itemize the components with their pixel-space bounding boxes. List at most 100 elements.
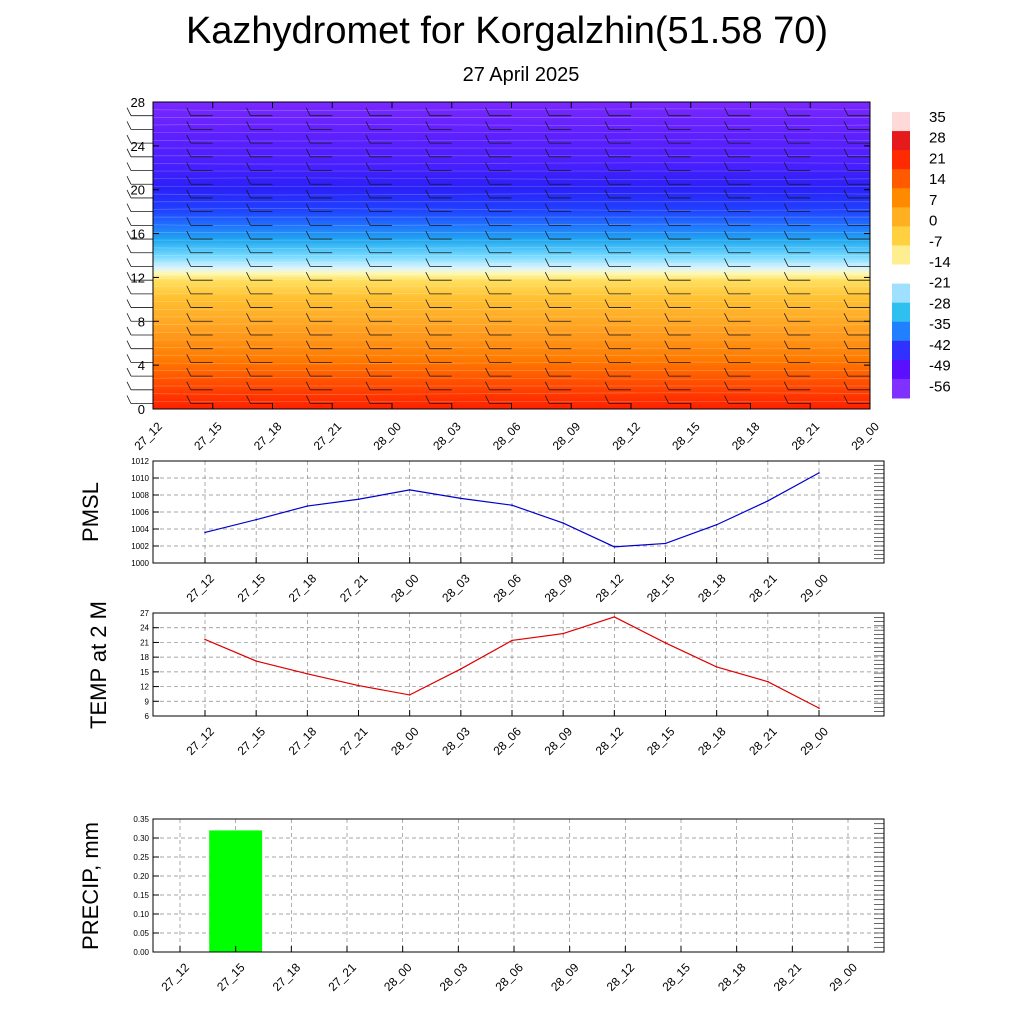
contour-line [152, 354, 871, 356]
series-point [306, 505, 309, 507]
series-point [715, 523, 718, 526]
wind-barb-flag [664, 313, 670, 322]
wind-barb-flag [664, 203, 670, 212]
wind-barb-flag [126, 217, 132, 226]
x-tick-label: 27_15 [235, 724, 269, 758]
y-tick-label: 15 [140, 668, 149, 677]
x-tick-label: 28_03 [437, 960, 471, 994]
y-tick-label: 12 [131, 270, 145, 285]
wind-barb-flag [604, 367, 610, 377]
wind-barb-flag [425, 367, 431, 377]
wind-barb-flag [246, 313, 251, 322]
x-tick-label: 29_00 [826, 960, 860, 994]
wind-barb-flag [485, 367, 490, 377]
wind-barb-flag [783, 354, 789, 363]
wind-barb-flag [604, 395, 610, 404]
x-tick-label: 28_00 [388, 724, 422, 758]
wind-barb-flag [126, 340, 132, 349]
wind-barb-flag [126, 107, 132, 116]
colorbar: 35 28 21 14 7 0 -7 -14 -21 -28 -35 -42 -49 -56 [892, 109, 951, 399]
wind-barb-flag [365, 258, 371, 267]
wind-barb-flag [365, 217, 371, 226]
wind-barb-flag [724, 395, 729, 404]
wind-barb-flag [544, 230, 550, 240]
x-tick-label: 27_21 [337, 724, 371, 758]
series-point [818, 472, 820, 474]
wind-barb-flag [783, 367, 789, 377]
series-point [357, 684, 360, 687]
colorbar-label: -21 [929, 275, 951, 292]
wind-barb-flag [126, 381, 132, 390]
wind-barb-flag [365, 148, 371, 158]
series-point [460, 668, 462, 670]
wind-barb-flag [843, 162, 849, 171]
wind-barb-flag [783, 326, 789, 336]
wind-barb-flag [246, 162, 251, 171]
y-tick-label: 0.30 [133, 834, 149, 843]
wind-barb-flag [365, 299, 371, 308]
wind-barb-flag [485, 299, 490, 308]
wind-barb-flag [724, 354, 729, 363]
wind-barb-flag [365, 326, 371, 336]
wind-barb-flag [246, 230, 251, 240]
wind-barb-flag [305, 230, 311, 240]
wind-barb-flag [724, 340, 729, 349]
contour-line [152, 262, 871, 265]
wind-barb-flag [365, 367, 371, 377]
wind-barb-flag [724, 134, 729, 144]
colorbar-label: -42 [929, 337, 951, 354]
wind-barb-flag [425, 395, 431, 404]
wind-barb-flag [664, 326, 670, 336]
wind-barb-flag [246, 271, 251, 281]
colorbar-segment [892, 302, 910, 323]
wind-barb-flag [783, 203, 789, 212]
wind-barb-flag [664, 299, 670, 308]
x-tick-label: 27_12 [158, 960, 192, 994]
y-tick-label: 16 [131, 227, 145, 242]
wind-barb-flag [305, 367, 311, 377]
wind-barb-flag [365, 203, 371, 212]
wind-barb-flag [425, 162, 431, 171]
colorbar-label: -14 [929, 254, 951, 271]
wind-barb-flag [664, 244, 670, 253]
wind-barb-flag [246, 134, 251, 144]
contour-line [152, 123, 871, 127]
wind-barb-flag [186, 189, 192, 199]
contour-line [152, 400, 871, 402]
wind-barb-flag [604, 121, 610, 130]
wind-barb-flag [485, 395, 490, 404]
wind-barb-flag [305, 189, 311, 199]
wind-barb-flag [604, 148, 610, 158]
x-tick-label: 27_18 [286, 724, 320, 758]
contour-line [152, 292, 871, 296]
wind-barb-flag [365, 395, 371, 404]
wind-barb-flag [485, 340, 490, 349]
wind-barb-flag [126, 326, 132, 336]
colorbar-segment [892, 321, 910, 342]
wind-barb-flag [186, 313, 192, 322]
wind-barb-flag [485, 162, 490, 171]
wind-barb-flag [783, 395, 789, 404]
y-tick-label: 27 [140, 609, 149, 618]
x-tick-label: 27_15 [214, 960, 248, 994]
precip-bar [209, 830, 263, 952]
wind-barb-flag [664, 121, 670, 130]
y-tick-label: 1010 [131, 474, 149, 483]
y-axis-label: TEMP at 2 M [86, 601, 111, 729]
wind-barb-flag [724, 367, 729, 377]
wind-barb-flag [544, 162, 550, 171]
wind-barb-flag [843, 134, 849, 144]
y-axis-label: PRECIP, mm [78, 822, 103, 950]
wind-barb-flag [186, 107, 192, 116]
wind-barb-flag [843, 326, 849, 336]
wind-barb-flag [246, 217, 251, 226]
x-tick-label: 28_18 [715, 960, 749, 994]
series-point [664, 542, 667, 545]
colorbar-segment [892, 207, 910, 227]
wind-barb-flag [724, 244, 729, 253]
wind-barb-flag [365, 340, 371, 349]
wind-barb-flag [843, 367, 849, 377]
wind-barb-flag [126, 395, 132, 404]
wind-barb-flag [186, 354, 192, 363]
wind-barb-flag [425, 381, 431, 390]
